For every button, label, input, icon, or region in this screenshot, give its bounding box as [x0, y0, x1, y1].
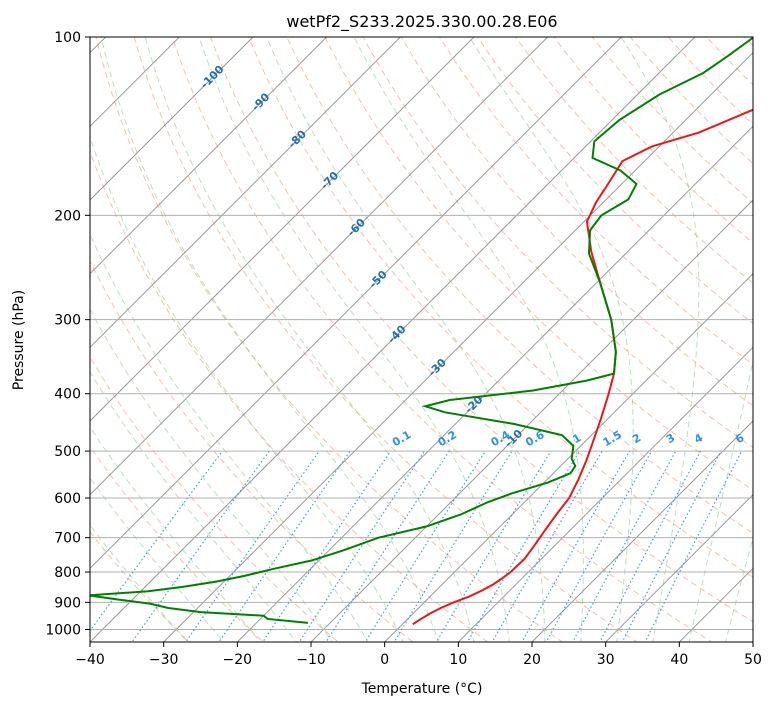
x-tick-label: −30 [149, 652, 179, 668]
mixing-ratio-line [298, 450, 425, 642]
dry-adiabat-line [477, 37, 753, 325]
moist-adiabat-line [198, 37, 510, 642]
dewpoint-profile-line [90, 37, 753, 624]
x-tick-label: −40 [75, 652, 105, 668]
y-tick-label: 300 [54, 313, 81, 329]
moist-adiabat-line [90, 426, 261, 642]
isotherm-line [90, 37, 181, 128]
moist-adiabat-line [144, 37, 475, 642]
isotherm-line [383, 272, 753, 642]
mixing-ratio-line [435, 450, 552, 642]
isotherm-line [310, 199, 753, 642]
mixing-ratio-line [325, 450, 450, 642]
mixing-ratio-line [491, 450, 603, 642]
dry-adiabat-line [90, 150, 489, 642]
x-tick-label: −20 [223, 652, 253, 668]
isotherm-line [90, 37, 549, 496]
dry-adiabat-line [362, 37, 753, 449]
y-tick-label: 600 [54, 491, 81, 507]
isotherm-lines [90, 37, 753, 642]
y-tick-label: 200 [54, 208, 81, 224]
mixing-ratio-line [466, 450, 580, 642]
dry-adiabat-line [90, 445, 265, 642]
y-tick-label: 800 [54, 565, 81, 581]
y-axis-label: Pressure (hPa) [11, 290, 27, 390]
dry-adiabat-line [248, 37, 753, 578]
mixing-ratio-line [218, 450, 351, 642]
moist-adiabat-line [90, 233, 369, 642]
dry-adiabat-line [90, 259, 414, 642]
isotherm-line [90, 37, 623, 570]
isotherm-line [90, 37, 696, 642]
y-tick-label: 400 [54, 387, 81, 403]
isotherm-line [90, 37, 402, 349]
isotherm-line [90, 37, 328, 275]
y-tick-label: 500 [54, 444, 81, 460]
x-tick-label: 10 [449, 652, 467, 668]
moist-adiabat-line [90, 308, 333, 642]
dry-adiabat-line [286, 37, 753, 534]
isotherm-line [531, 420, 753, 642]
isotherm-line [162, 51, 753, 642]
moist-adiabat-line [468, 37, 634, 642]
x-tick-label: 30 [597, 652, 615, 668]
moist-adiabat-line [90, 135, 404, 642]
mixing-ratio-line [185, 450, 320, 642]
plot-frame [89, 36, 754, 643]
plot-area: -100-90-80-70-60-50-40-30-20-100.1 0.2 0.4… [90, 37, 753, 642]
x-tick-label: 40 [670, 652, 688, 668]
x-tick-label: 50 [744, 652, 762, 668]
x-tick-label: 0 [380, 652, 389, 668]
moist-adiabat-line [90, 476, 225, 642]
moist-adiabat-line [90, 370, 297, 642]
y-tick-label: 100 [54, 30, 81, 46]
moist-adiabat-line [725, 536, 753, 642]
x-axis-ticks: −40 −30 −20 −10 0 10 20 30 40 50 [75, 642, 762, 668]
moist-adiabat-line [100, 37, 439, 642]
moist-adiabat-line [688, 358, 753, 642]
isotherm-line [604, 493, 753, 642]
dry-adiabat-line [171, 37, 713, 642]
y-tick-label: 1000 [45, 622, 81, 638]
x-tick-label: −10 [296, 652, 326, 668]
isotherm-line [90, 37, 254, 201]
sounding-profiles [90, 37, 753, 626]
moist-adiabat-line [266, 37, 546, 642]
y-tick-label: 900 [54, 595, 81, 611]
mixing-ratio-line [545, 450, 653, 642]
x-tick-label: 20 [523, 652, 541, 668]
isotherm-line [457, 346, 753, 642]
isotherm-line [236, 125, 753, 642]
moist-adiabat-line [353, 37, 584, 642]
dry-adiabat-line [438, 37, 753, 366]
dry-adiabat-line [324, 37, 753, 491]
y-tick-label: 700 [54, 531, 81, 547]
pressure-gridlines [90, 37, 753, 630]
mixing-ratio-line [644, 450, 743, 642]
isotherm-line [90, 37, 475, 422]
x-axis-label: Temperature (°C) [361, 681, 483, 697]
y-axis-ticks: 100 200 300 400 500 600 700 800 900 1000 [45, 30, 90, 638]
moist-adiabats [90, 37, 753, 642]
dry-adiabat-line [95, 37, 564, 642]
dry-adiabats [90, 37, 753, 642]
dry-adiabat-line [667, 37, 753, 125]
chart-title: wetPf2_S233.2025.330.00.28.E06 [286, 12, 557, 32]
dry-adiabat-line [133, 37, 638, 642]
temperature-profile-line [412, 108, 753, 626]
mixing-ratio-line [131, 450, 270, 642]
